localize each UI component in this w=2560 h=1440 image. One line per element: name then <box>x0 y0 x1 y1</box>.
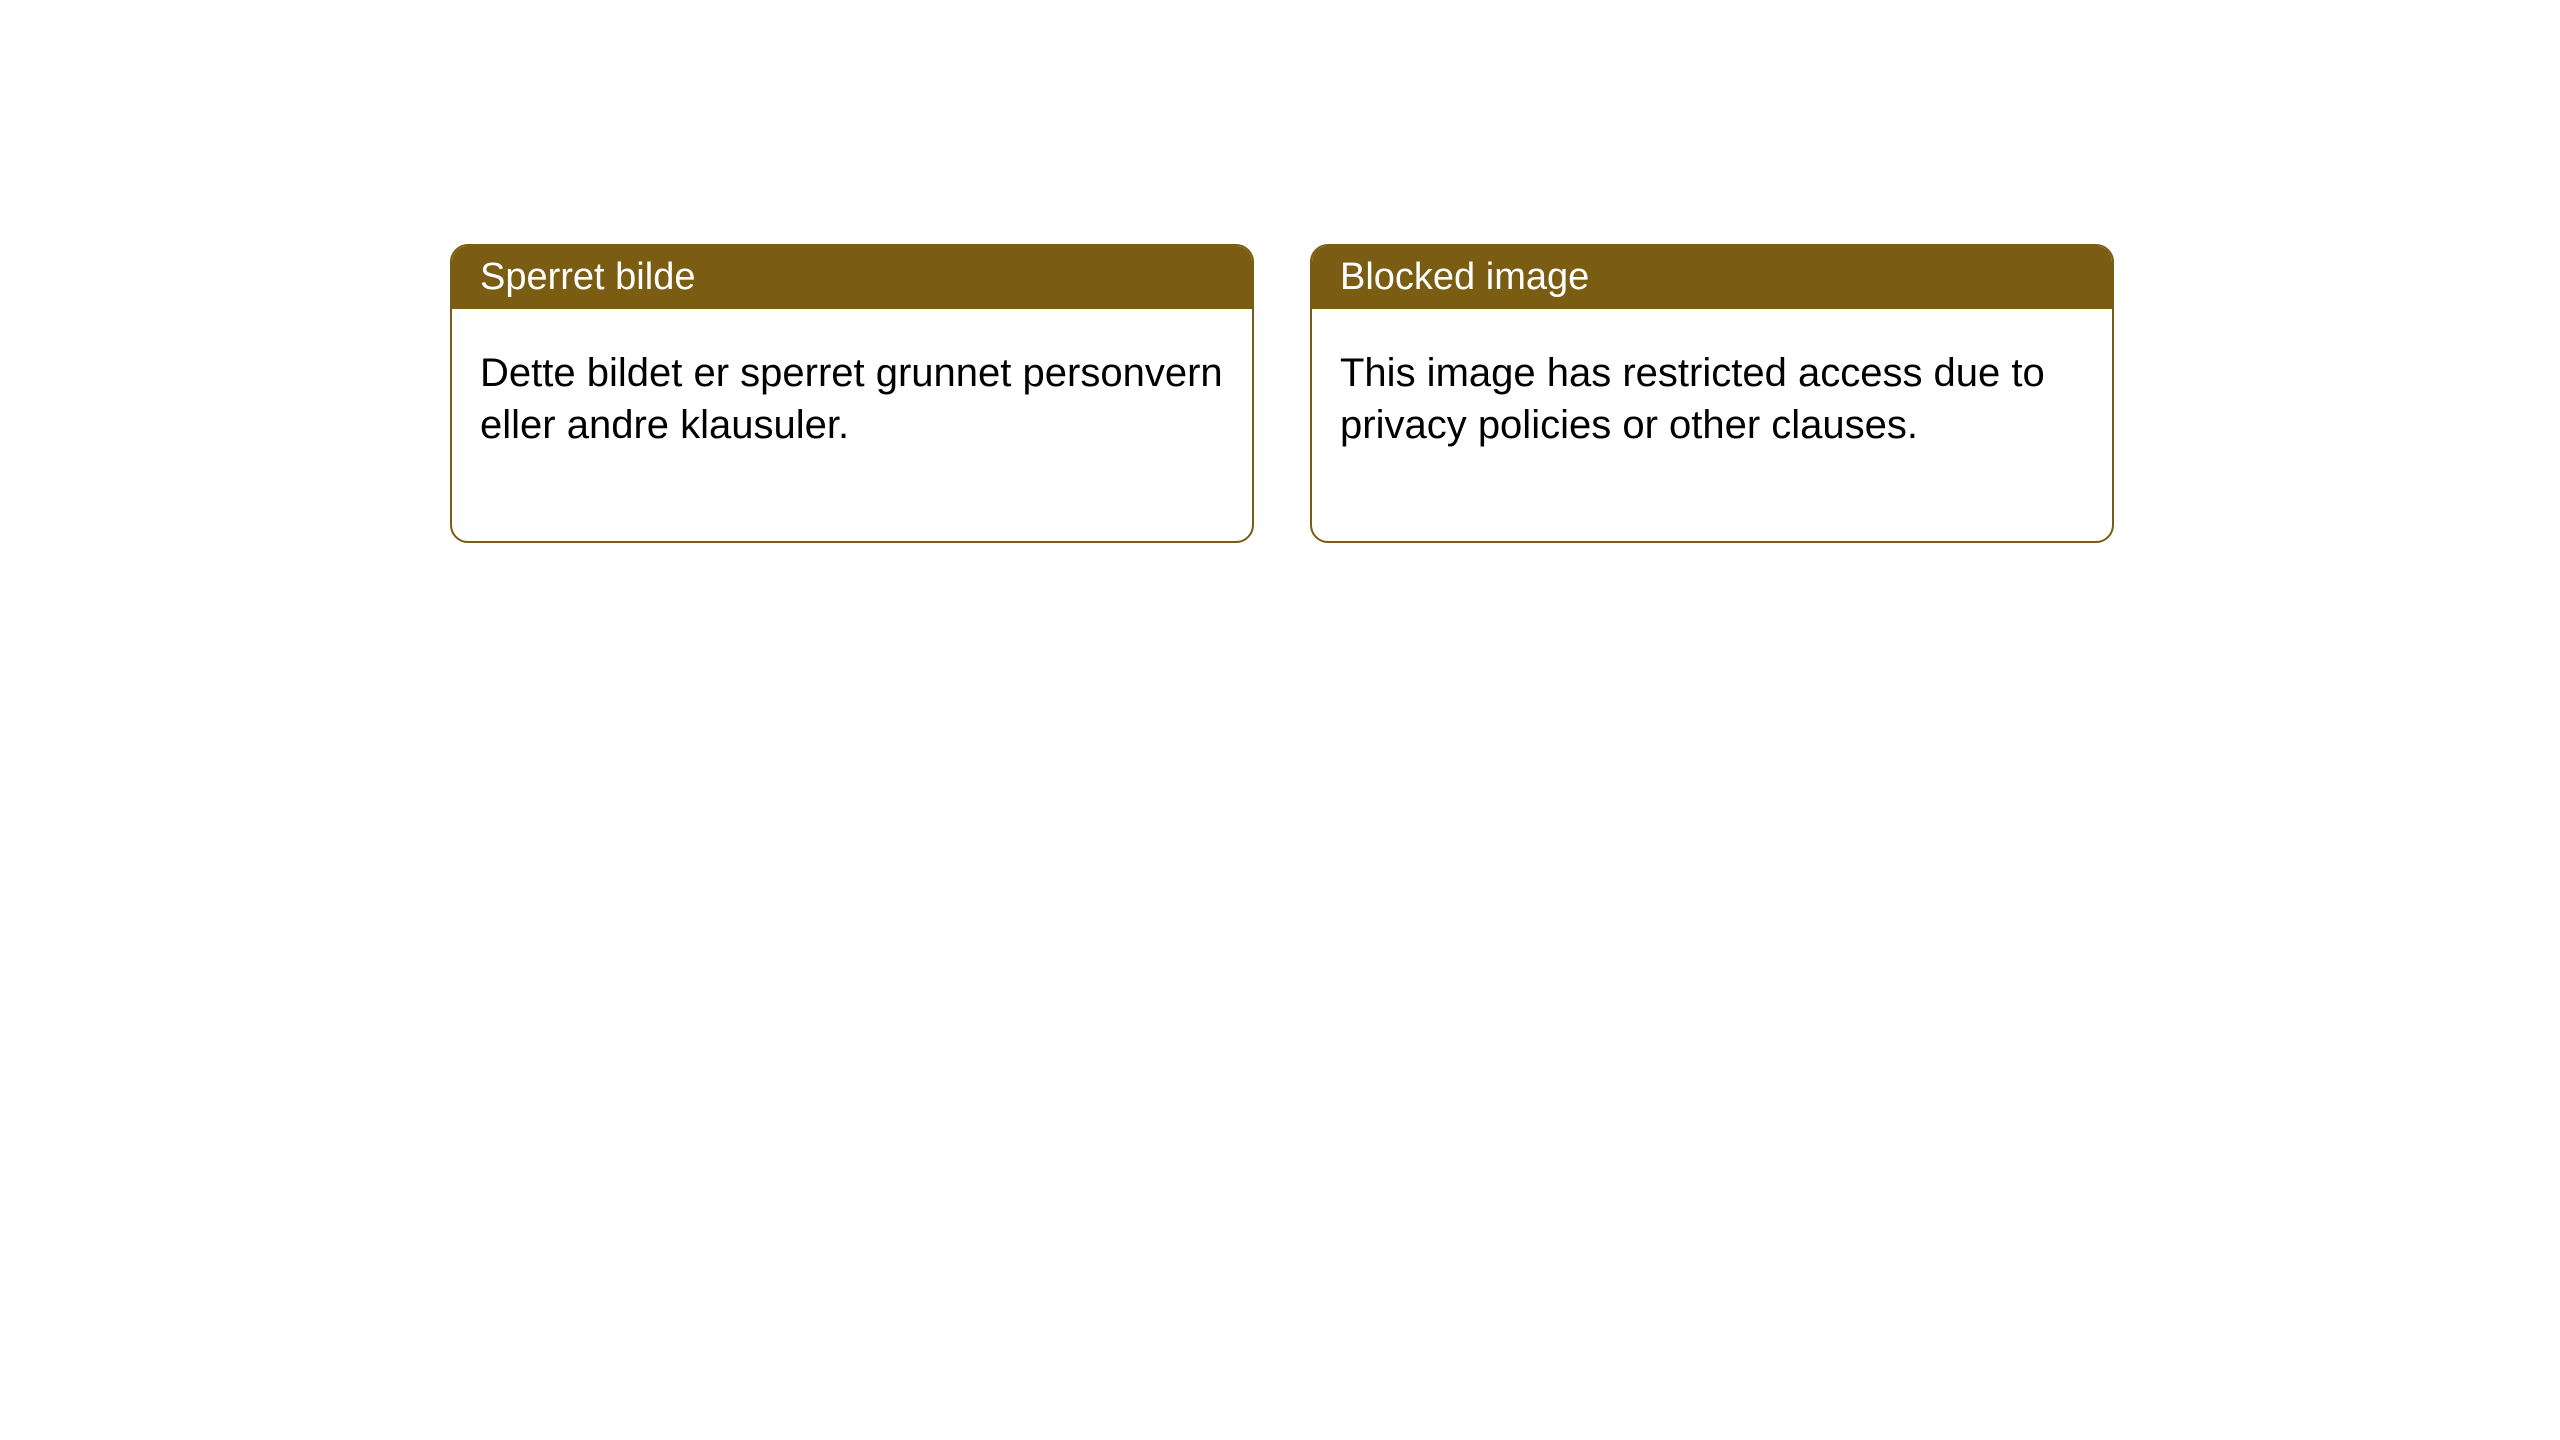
blocked-image-card-english: Blocked image This image has restricted … <box>1310 244 2114 543</box>
card-header-norwegian: Sperret bilde <box>452 246 1252 309</box>
card-text-norwegian: Dette bildet er sperret grunnet personve… <box>480 351 1223 447</box>
card-title-norwegian: Sperret bilde <box>480 256 695 298</box>
notice-cards-container: Sperret bilde Dette bildet er sperret gr… <box>0 0 2560 543</box>
card-text-english: This image has restricted access due to … <box>1340 351 2045 447</box>
card-title-english: Blocked image <box>1340 256 1589 298</box>
card-body-english: This image has restricted access due to … <box>1312 309 2112 541</box>
card-header-english: Blocked image <box>1312 246 2112 309</box>
card-body-norwegian: Dette bildet er sperret grunnet personve… <box>452 309 1252 541</box>
blocked-image-card-norwegian: Sperret bilde Dette bildet er sperret gr… <box>450 244 1254 543</box>
